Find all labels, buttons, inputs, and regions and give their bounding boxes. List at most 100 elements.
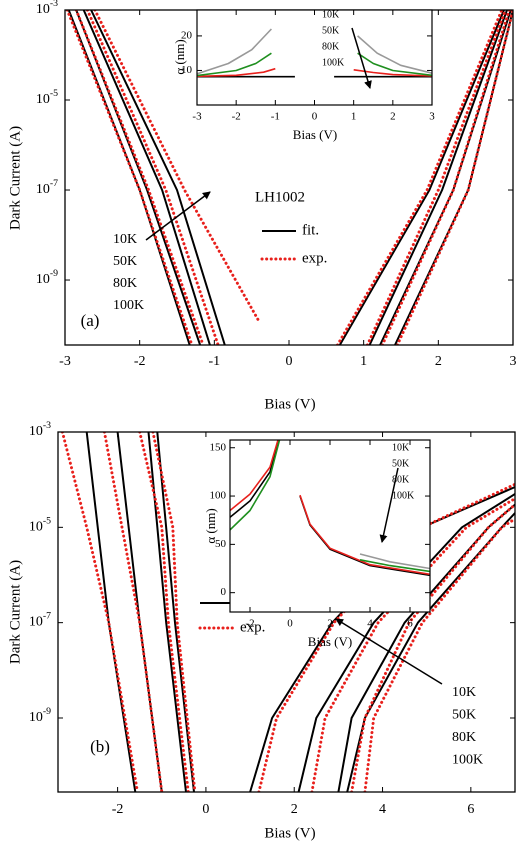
axes-frame	[229, 439, 431, 613]
y-tick-label: 0	[221, 586, 227, 598]
temperature-label: 10K	[113, 232, 137, 247]
tick-exponent: -7	[43, 611, 51, 622]
y-tick-label: 10-5	[29, 516, 51, 535]
series-label: 50K	[322, 25, 340, 36]
x-axis-label: Bias (V)	[264, 396, 315, 412]
x-tick-label: 1	[360, 354, 367, 369]
x-axis-label: Bias (V)	[264, 825, 315, 841]
inset: -3 -2 -1 0 1 2 3 10 20 10K 50K 80K 100K Bias (V) α (nm…	[172, 9, 435, 142]
x-tick-label: 2	[291, 802, 298, 817]
y-tick-label: 100	[210, 490, 227, 502]
x-axis-label: Bias (V)	[293, 127, 337, 142]
series-line	[230, 440, 430, 573]
y-tick-label: 20	[181, 29, 193, 41]
axes-frame	[196, 9, 433, 106]
x-tick-label: 4	[379, 802, 386, 817]
tick-exponent: -9	[50, 268, 58, 279]
series-group	[60, 432, 515, 792]
series-group	[197, 28, 432, 78]
y-tick-label: 10-7	[29, 611, 51, 630]
y-tick-label: 10-5	[36, 88, 58, 107]
y-axis-label: α (nm)	[203, 508, 218, 543]
arrow	[145, 191, 211, 241]
inset: -2 0 2 4 6 0 50 100 150 10K 50K 80K 100K Bias (V) α (n…	[203, 439, 431, 649]
arrow	[379, 467, 399, 543]
legend-label: exp.	[302, 250, 327, 266]
y-tick-label: 10	[181, 64, 193, 76]
y-tick-label: 150	[210, 441, 227, 453]
legend-label: exp.	[240, 619, 265, 635]
x-tick-label: 0	[286, 354, 293, 369]
temperature-label: 80K	[113, 276, 137, 291]
series-label: 10K	[322, 9, 340, 20]
tick-base: 10	[36, 272, 50, 287]
y-tick-label: 10-3	[29, 420, 51, 439]
series-line	[197, 52, 432, 77]
legend-label: fit.	[302, 222, 319, 238]
x-tick-label: 6	[467, 802, 474, 817]
temperature-label: 50K	[113, 254, 137, 269]
series-label: 100K	[322, 57, 345, 68]
x-tick-label: 3	[510, 354, 517, 369]
tick-exponent: -3	[43, 420, 51, 431]
series-line	[197, 67, 432, 78]
series-line	[230, 440, 430, 576]
axes-frame	[57, 431, 516, 793]
x-tick-label: 2	[435, 354, 442, 369]
y-tick-label: 10-7	[36, 178, 58, 197]
x-tick-label: -1	[208, 354, 220, 369]
series-label: 80K	[322, 41, 340, 52]
x-tick-label: 0	[312, 111, 318, 123]
y-tick-label: 10-3	[36, 0, 58, 17]
tick-base: 10	[29, 615, 43, 630]
sample-label: LH1002	[255, 189, 305, 205]
tick-base: 10	[29, 424, 43, 439]
series-line	[60, 432, 515, 792]
series-group	[65, 10, 513, 345]
x-tick-label: 0	[202, 802, 209, 817]
series-line	[359, 553, 430, 570]
y-axis-label: Dark Current (A)	[7, 560, 23, 664]
inset-background	[230, 440, 430, 612]
panel-label: (b)	[90, 737, 110, 756]
y-tick-label: 10-9	[36, 268, 58, 287]
temperature-label: 100K	[452, 753, 483, 768]
tick-base: 10	[29, 710, 43, 725]
x-tick-label: 2	[327, 618, 333, 630]
arrow	[335, 618, 443, 685]
y-tick-label: 10-9	[29, 706, 51, 725]
x-tick-label: -2	[232, 111, 241, 123]
x-tick-label: -2	[112, 802, 124, 817]
x-tick-label: 0	[287, 618, 293, 630]
x-tick-label: 1	[351, 111, 357, 123]
tick-exponent: -7	[50, 178, 58, 189]
x-axis-label: Bias (V)	[308, 634, 352, 649]
temperature-label: 50K	[452, 708, 476, 723]
series-group	[230, 440, 430, 577]
y-tick-label: 50	[215, 538, 227, 550]
series-line	[197, 28, 432, 75]
x-tick-label: 2	[390, 111, 396, 123]
y-axis-label: α (nm)	[172, 39, 187, 74]
series-label: 50K	[392, 458, 410, 469]
tick-base: 10	[36, 92, 50, 107]
inset-background	[197, 10, 432, 105]
x-tick-label: -1	[271, 111, 280, 123]
series-line	[65, 10, 513, 345]
x-tick-label: -3	[192, 111, 202, 123]
series-label: 10K	[392, 442, 410, 453]
x-tick-label: 6	[407, 618, 413, 630]
tick-exponent: -5	[43, 516, 51, 527]
tick-base: 10	[36, 2, 50, 17]
x-tick-label: -2	[245, 618, 254, 630]
temperature-label: 100K	[113, 298, 144, 313]
temperature-label: 10K	[452, 685, 476, 700]
x-tick-label: 4	[367, 618, 373, 630]
tick-exponent: -5	[50, 88, 58, 99]
temperature-label: 80K	[452, 730, 476, 745]
tick-base: 10	[36, 182, 50, 197]
arrows	[145, 27, 443, 685]
